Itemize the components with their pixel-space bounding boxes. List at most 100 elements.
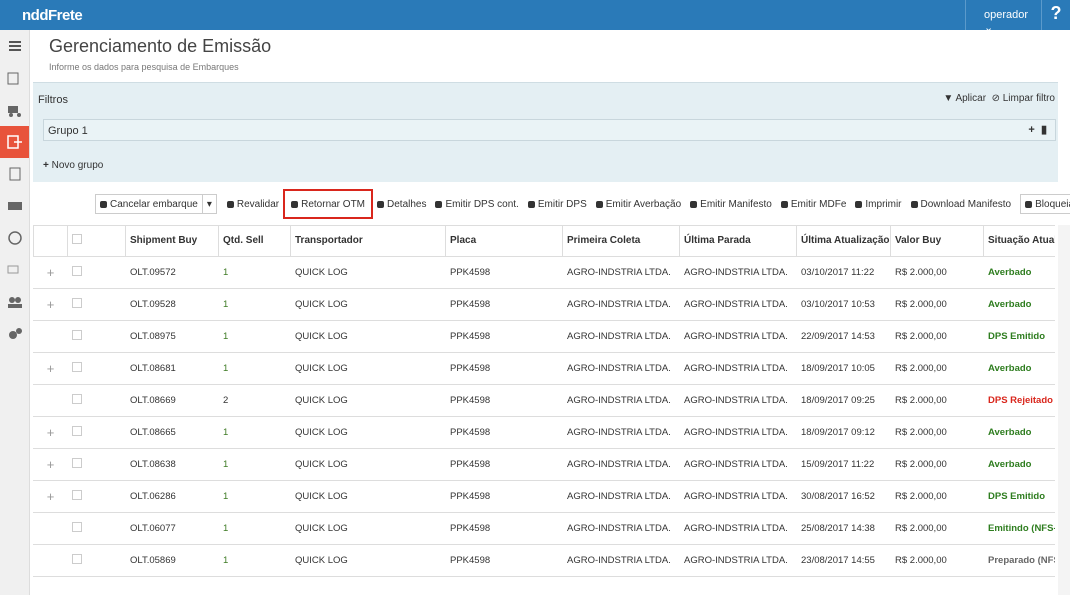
filter-label: Filtros — [38, 94, 68, 106]
toolbar-button-label[interactable]: Emitir DPS cont. — [445, 198, 519, 210]
expand-cell — [33, 320, 68, 353]
expand-cell[interactable]: + — [33, 416, 68, 449]
row-checkbox[interactable] — [72, 361, 82, 372]
expand-cell[interactable]: + — [33, 480, 68, 513]
row-checkbox[interactable] — [72, 297, 82, 308]
toolbar-button[interactable]: Revalidar — [226, 198, 280, 210]
column-header[interactable]: Valor Buy — [890, 226, 984, 257]
table-cell: PPK4598 — [445, 416, 563, 449]
icon — [291, 200, 299, 208]
table-row[interactable]: + OLT.06286 1 QUICK LOG PPK4598 AGRO-INDSTRIA… — [33, 480, 1055, 513]
table-cell: R$ 2.000,00 — [890, 544, 984, 577]
toolbar-button-label[interactable]: Download Manifesto — [920, 198, 1012, 210]
new-group[interactable]: + Novo grupo — [43, 160, 104, 171]
column-header[interactable]: Qtd. Sell — [218, 226, 291, 257]
toolbar-button-label[interactable]: Emitir DPS — [537, 198, 587, 210]
table-row[interactable]: + OLT.09572 1 QUICK LOG PPK4598 AGRO-INDSTRIA… — [33, 256, 1055, 289]
help-button[interactable]: ? — [1041, 0, 1070, 30]
user-name[interactable]: operador — [984, 9, 1029, 21]
nav-item-active[interactable] — [0, 126, 29, 158]
table-cell: AGRO-INDSTRIA LTDA. — [562, 480, 680, 513]
table-row[interactable]: + OLT.08681 1 QUICK LOG PPK4598 AGRO-INDSTRIA… — [33, 352, 1055, 385]
row-checkbox[interactable] — [72, 425, 82, 436]
new-group-label[interactable]: Novo grupo — [51, 160, 104, 171]
row-checkbox[interactable] — [72, 329, 82, 340]
dropdown-toggle[interactable]: ▾ — [202, 194, 217, 214]
expand-cell[interactable]: + — [33, 352, 68, 385]
toolbar-button[interactable]: Emitir DPS — [527, 198, 587, 210]
column-header[interactable]: Situação Atual — [983, 226, 1055, 257]
toolbar-button-label[interactable]: Imprimir — [865, 198, 902, 210]
table-cell: 30/08/2017 16:52 — [796, 480, 891, 513]
toolbar-button-label[interactable]: Emitir Averbação — [605, 198, 682, 210]
table-cell: QUICK LOG — [290, 256, 446, 289]
nav-item[interactable] — [0, 318, 29, 350]
table-row[interactable]: OLT.05869 1 QUICK LOG PPK4598 AGRO-INDSTRIA … — [33, 544, 1055, 577]
toolbar-button[interactable]: Emitir MDFe — [780, 198, 847, 210]
row-checkbox[interactable] — [72, 553, 82, 564]
header: nddFrete operador ⌄ ? — [0, 0, 1070, 34]
toolbar-button[interactable]: Detalhes — [377, 199, 426, 210]
toolbar-button[interactable]: Bloqueia DPSs — [1020, 194, 1070, 214]
filter-group[interactable]: Grupo 1 + ▮ — [43, 119, 1056, 141]
toolbar-button[interactable]: Emitir Manifesto — [690, 199, 772, 210]
nav-item[interactable] — [0, 222, 29, 254]
nav-item[interactable] — [0, 254, 29, 286]
apply-button[interactable]: Aplicar — [955, 93, 987, 104]
table-row[interactable]: OLT.06077 1 QUICK LOG PPK4598 AGRO-INDSTRIA … — [33, 512, 1055, 545]
toolbar-button-label[interactable]: Bloqueia DPSs — [1035, 198, 1070, 210]
table-cell: 23/08/2017 14:55 — [796, 544, 891, 577]
toolbar-button-label[interactable]: Retornar OTM — [301, 198, 366, 210]
nav-item[interactable] — [0, 94, 29, 126]
column-header[interactable]: Placa — [445, 226, 563, 257]
column-header[interactable]: Última Atualização — [796, 226, 891, 257]
table-row[interactable]: + OLT.09528 1 QUICK LOG PPK4598 AGRO-INDSTRIA… — [33, 288, 1055, 321]
column-header[interactable]: Primeira Coleta — [562, 226, 680, 257]
toolbar-button[interactable]: Imprimir — [855, 198, 902, 210]
expand-cell[interactable]: + — [33, 448, 68, 481]
expand-cell[interactable]: + — [33, 256, 68, 289]
nav-item[interactable] — [0, 62, 29, 94]
table-row[interactable]: + OLT.08665 1 QUICK LOG PPK4598 AGRO-INDSTRIA… — [33, 416, 1055, 449]
shipments-table: Shipment Buy Qtd. Sell Transportador Placa P… — [33, 226, 1055, 577]
table-cell: Averbado — [983, 416, 1055, 449]
column-header[interactable]: Transportador — [290, 226, 446, 257]
row-checkbox[interactable] — [72, 393, 82, 404]
table-cell: QUICK LOG — [290, 352, 446, 385]
row-checkbox[interactable] — [72, 265, 82, 276]
nav-item[interactable] — [0, 190, 29, 222]
clear-button[interactable]: Limpar filtro — [1002, 93, 1055, 104]
toolbar-button[interactable]: Download Manifesto — [910, 198, 1012, 210]
menu-toggle[interactable] — [0, 30, 29, 62]
toolbar-button[interactable]: Retornar OTM — [283, 189, 374, 219]
toolbar-button-label[interactable]: Cancelar embarque — [110, 198, 198, 210]
toolbar-button[interactable]: Emitir Averbação — [595, 198, 682, 210]
toolbar-button-label[interactable]: Revalidar — [236, 198, 280, 210]
toolbar-button-label[interactable]: Detalhes — [387, 198, 427, 210]
toolbar-button[interactable]: Cancelar embarque — [95, 194, 203, 214]
table-cell: Preparado (NFS-e) — [983, 544, 1055, 577]
nav-item[interactable] — [0, 286, 29, 318]
row-checkbox[interactable] — [72, 489, 82, 500]
toolbar-button-label[interactable]: Emitir Manifesto — [700, 198, 772, 210]
table-cell: Averbado — [983, 256, 1055, 289]
table-row[interactable]: OLT.08975 1 QUICK LOG PPK4598 AGRO-INDSTRIA … — [33, 320, 1055, 353]
toolbar-button[interactable]: Emitir DPS cont. — [435, 198, 519, 210]
toolbar-button-label[interactable]: Emitir MDFe — [790, 198, 847, 210]
select-all[interactable] — [72, 234, 82, 245]
user-menu[interactable]: operador ⌄ — [965, 0, 1040, 34]
scrollbar[interactable] — [1058, 225, 1070, 595]
table-row[interactable]: + OLT.08638 1 QUICK LOG PPK4598 AGRO-INDSTRIA… — [33, 448, 1055, 481]
table-cell: 22/09/2017 14:53 — [796, 320, 891, 353]
nav-item[interactable] — [0, 158, 29, 190]
icon — [527, 200, 535, 208]
select-cell — [67, 448, 126, 481]
row-checkbox[interactable] — [72, 457, 82, 468]
header-row: Shipment Buy Qtd. Sell Transportador Placa P… — [33, 226, 1055, 257]
table-cell: PPK4598 — [445, 480, 563, 513]
column-header[interactable]: Última Parada — [679, 226, 797, 257]
table-row[interactable]: OLT.08669 2 QUICK LOG PPK4598 AGRO-INDSTRIA … — [33, 384, 1055, 417]
column-header[interactable]: Shipment Buy — [125, 226, 219, 257]
row-checkbox[interactable] — [72, 521, 82, 532]
expand-cell[interactable]: + — [33, 288, 68, 321]
